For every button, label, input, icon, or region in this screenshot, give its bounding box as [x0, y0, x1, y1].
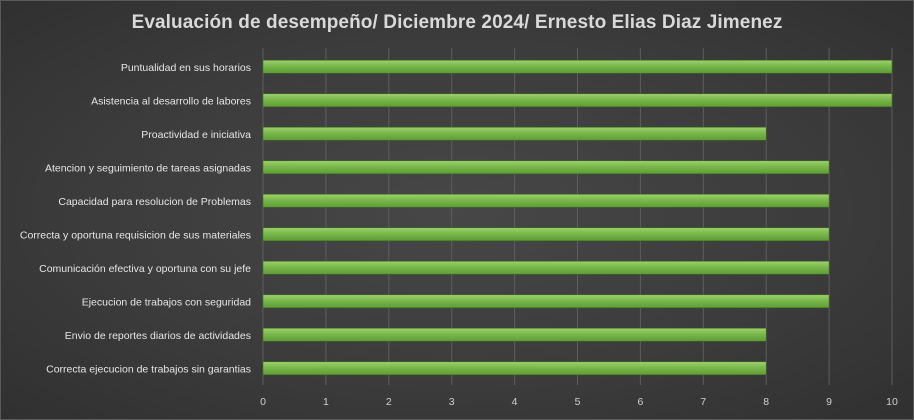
x-tick-label: 9: [826, 396, 832, 408]
bar: [262, 59, 893, 74]
x-tick-label: 0: [260, 396, 266, 408]
category-label: Ejecucion de trabajos con seguridad: [82, 296, 251, 308]
x-tick-label: 3: [449, 396, 455, 408]
bar: [262, 260, 830, 275]
category-label: Atencion y seguimiento de tareas asignad…: [45, 162, 251, 174]
x-tick-label: 2: [386, 396, 392, 408]
category-label: Puntualidad en sus horarios: [121, 62, 251, 74]
bar: [262, 361, 767, 376]
category-label: Correcta ejecucion de trabajos sin garan…: [46, 363, 251, 375]
bar: [262, 93, 893, 108]
x-tick-label: 8: [763, 396, 769, 408]
chart-title: Evaluación de desempeño/ Diciembre 2024/…: [131, 12, 783, 33]
x-tick-label: 5: [575, 396, 581, 408]
bar: [262, 294, 830, 309]
x-tick-label: 6: [637, 396, 643, 408]
category-label: Envio de reportes diarios de actividades: [65, 330, 251, 342]
category-label: Correcta y oportuna requisicion de sus m…: [20, 229, 251, 241]
bar: [262, 126, 767, 141]
category-label: Capacidad para resolucion de Problemas: [58, 196, 251, 208]
category-label: Comunicación efectiva y oportuna con su …: [39, 263, 251, 275]
category-label: Proactividad e iniciativa: [141, 129, 251, 141]
x-tick-label: 4: [512, 396, 518, 408]
bar: [262, 193, 830, 208]
bar: [262, 160, 830, 175]
category-label: Asistencia al desarrollo de labores: [91, 95, 251, 107]
bar: [262, 227, 830, 242]
bar: [262, 327, 767, 342]
x-tick-label: 10: [886, 396, 898, 408]
x-tick-label: 1: [323, 396, 329, 408]
x-tick-label: 7: [700, 396, 706, 408]
